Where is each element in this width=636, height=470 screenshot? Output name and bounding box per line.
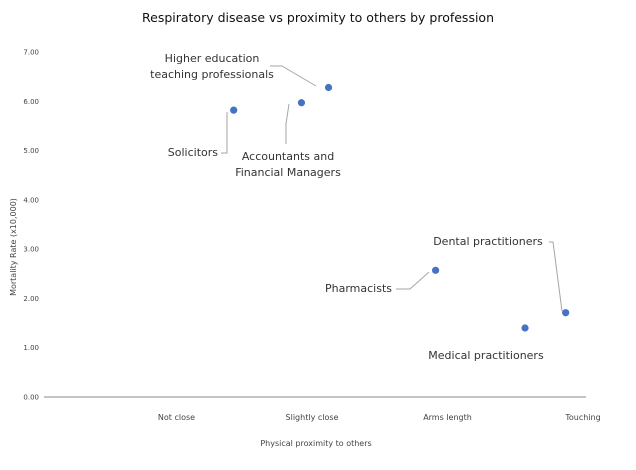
point-annotation: Dental practitioners bbox=[433, 235, 543, 248]
data-point bbox=[230, 106, 238, 114]
annotation-line: teaching professionals bbox=[150, 68, 274, 81]
data-point bbox=[431, 266, 440, 274]
leader-line bbox=[549, 241, 563, 312]
point-annotation: Accountants and Financial Managers bbox=[235, 150, 341, 179]
y-tick-label: 0.00 bbox=[23, 394, 39, 402]
leader-line bbox=[221, 112, 228, 154]
leader-line bbox=[270, 65, 317, 87]
annotation-line: Dental practitioners bbox=[433, 235, 543, 248]
y-axis-label: Mortality Rate (x10,000) bbox=[9, 198, 18, 296]
point-annotation: Solicitors bbox=[168, 146, 218, 159]
x-tick-label: Touching bbox=[564, 413, 600, 422]
x-tick-label: Arms length bbox=[423, 413, 472, 422]
x-axis-label: Physical proximity to others bbox=[260, 439, 371, 448]
y-tick-label: 6.00 bbox=[23, 98, 39, 106]
leader-line bbox=[285, 103, 290, 144]
data-point bbox=[521, 324, 529, 332]
point-annotation: Medical practitioners bbox=[428, 349, 544, 362]
annotation-line: Medical practitioners bbox=[428, 349, 544, 362]
annotation-line: Financial Managers bbox=[235, 166, 341, 179]
annotation-line: Solicitors bbox=[168, 146, 218, 159]
data-point bbox=[562, 309, 570, 317]
data-point bbox=[297, 99, 306, 107]
point-annotation: Pharmacists bbox=[325, 282, 392, 295]
y-tick-label: 2.00 bbox=[23, 295, 39, 303]
x-tick-label: Not close bbox=[158, 413, 195, 422]
annotation-line: Higher education bbox=[165, 52, 260, 65]
data-point bbox=[324, 83, 333, 92]
chart-title: Respiratory disease vs proximity to othe… bbox=[142, 10, 494, 25]
annotation-line: Pharmacists bbox=[325, 282, 392, 295]
x-tick-label: Slightly close bbox=[286, 413, 339, 422]
leader-line bbox=[396, 271, 430, 290]
annotation-line: Accountants and bbox=[242, 150, 334, 163]
y-tick-label: 1.00 bbox=[23, 344, 39, 352]
y-tick-label: 7.00 bbox=[23, 49, 39, 57]
y-tick-label: 3.00 bbox=[23, 246, 39, 254]
y-tick-label: 5.00 bbox=[23, 147, 39, 155]
y-tick-label: 4.00 bbox=[23, 196, 39, 204]
point-annotation: Higher education teaching professionals bbox=[150, 52, 274, 81]
